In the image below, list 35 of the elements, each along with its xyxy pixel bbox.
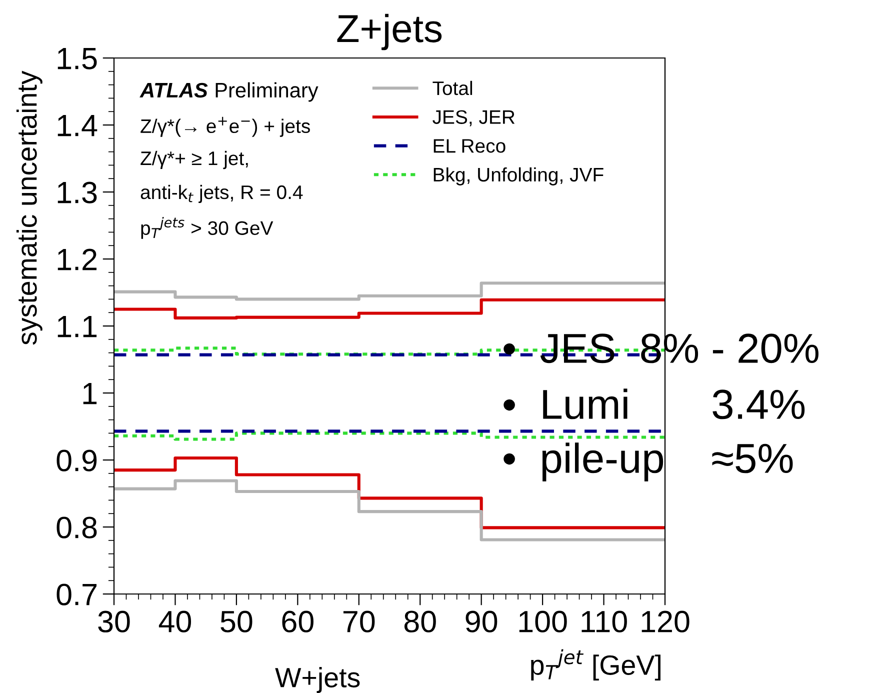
y-tick-label: 1.4 bbox=[58, 115, 98, 136]
x-axis-title: p$_{T}$$^{jet}$ [GeV] bbox=[531, 649, 660, 680]
x-tick-label: 70 bbox=[343, 610, 375, 632]
y-axis-title: systematic uncertainty bbox=[16, 70, 42, 345]
x-tick-label: 50 bbox=[220, 610, 252, 632]
annotation: Preliminary bbox=[216, 82, 318, 102]
y-tick-label: 0.7 bbox=[56, 584, 96, 606]
chart-title: Z+jets bbox=[337, 14, 442, 50]
legend-label: EL Reco bbox=[434, 139, 506, 153]
legend-label: Total bbox=[432, 80, 472, 96]
x-tick-label: 100 bbox=[519, 610, 567, 632]
y-tick-label: 0.9 bbox=[56, 450, 97, 472]
x-tick-label: 80 bbox=[404, 610, 436, 632]
y-tick-label: 1.5 bbox=[58, 48, 97, 70]
x-tick-label: 120 bbox=[642, 610, 690, 632]
y-tick-label: 0.8 bbox=[56, 516, 97, 538]
x-tick-label: 40 bbox=[158, 610, 192, 632]
legend-label: Bkg, Unfolding, JVF bbox=[434, 167, 604, 186]
annotation: Z/γ*+ ≥ 1 jet, bbox=[140, 150, 248, 170]
y-tick-label: 1.2 bbox=[58, 248, 96, 270]
y-tick-label: 1.3 bbox=[58, 182, 97, 204]
x-tick-label: 110 bbox=[582, 610, 627, 632]
legend-label: JES, JER bbox=[432, 110, 515, 126]
annotation: ATLAS bbox=[140, 82, 208, 98]
y-tick-label: 1 bbox=[83, 383, 97, 404]
annotation: • Lumi 3.4% bbox=[504, 388, 805, 420]
annotation: anti-k$_{t}$ jets, R = 0.4 bbox=[140, 184, 303, 203]
x-tick-label: 90 bbox=[466, 610, 498, 632]
y-tick-label: 1.1 bbox=[58, 316, 97, 338]
x-tick-label: 30 bbox=[98, 610, 130, 632]
annotation: • pile-up ≈5% bbox=[504, 442, 793, 482]
text: W+jets bbox=[275, 667, 360, 693]
x-tick-label: 60 bbox=[282, 610, 314, 632]
annotation: Z/γ*(→ e$^{+}$e$^{−}$) + jets bbox=[140, 116, 310, 137]
annotation: p$_{T}$$^{jets}$ > 30 GeV bbox=[141, 217, 274, 239]
